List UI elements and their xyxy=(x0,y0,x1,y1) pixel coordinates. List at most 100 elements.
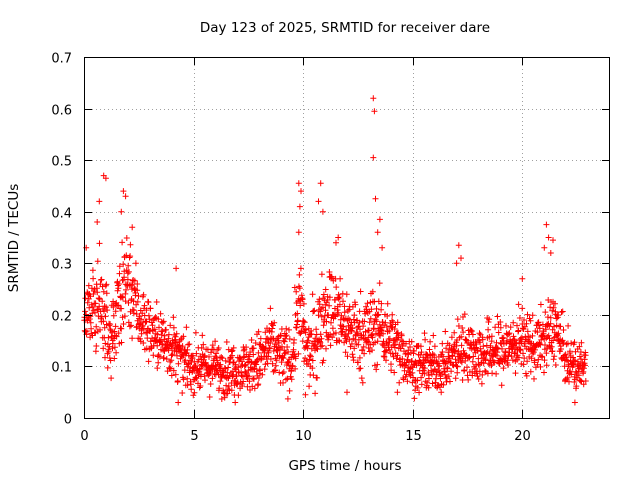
data-point xyxy=(295,350,302,357)
y-tick-label: 0.3 xyxy=(51,258,72,273)
data-point xyxy=(168,352,175,359)
data-point xyxy=(409,358,415,364)
data-point xyxy=(281,350,288,357)
data-point xyxy=(116,263,123,270)
data-point xyxy=(101,308,107,315)
data-point xyxy=(389,350,396,357)
data-point xyxy=(366,327,372,334)
data-point xyxy=(215,345,222,351)
data-point xyxy=(396,341,403,348)
data-point xyxy=(198,371,204,378)
data-point xyxy=(416,389,423,396)
data-point xyxy=(104,307,111,314)
data-point xyxy=(439,349,446,355)
data-point xyxy=(439,340,446,347)
data-point xyxy=(459,325,466,331)
data-point xyxy=(380,330,387,337)
data-point xyxy=(175,360,182,367)
data-point xyxy=(405,368,412,375)
data-point xyxy=(442,371,449,378)
data-point xyxy=(319,342,326,349)
data-point xyxy=(577,377,584,384)
data-point xyxy=(464,364,470,371)
data-point xyxy=(110,312,117,319)
data-point xyxy=(286,326,292,333)
data-point xyxy=(565,322,572,329)
data-point xyxy=(461,367,468,374)
data-point xyxy=(116,270,123,277)
data-point xyxy=(97,326,103,333)
data-point xyxy=(466,354,473,361)
y-tick-label: 0.6 xyxy=(51,104,72,119)
data-point xyxy=(301,319,308,326)
data-point xyxy=(341,309,348,316)
data-point xyxy=(92,309,98,316)
data-point xyxy=(255,381,262,388)
data-point xyxy=(250,351,257,358)
data-point xyxy=(343,291,350,298)
data-point xyxy=(571,379,578,385)
data-point xyxy=(170,314,177,321)
data-point xyxy=(323,318,330,325)
data-point xyxy=(179,343,186,350)
data-point xyxy=(217,378,224,385)
data-point xyxy=(208,349,214,356)
data-point xyxy=(440,353,447,360)
data-point xyxy=(291,284,298,291)
data-point xyxy=(228,387,235,394)
data-point xyxy=(488,333,495,340)
data-point xyxy=(177,355,184,362)
plot-frame xyxy=(84,57,610,419)
data-point xyxy=(358,375,365,382)
data-point xyxy=(422,378,429,385)
data-point xyxy=(111,328,118,335)
data-point xyxy=(255,328,262,335)
data-point xyxy=(541,369,547,376)
data-point xyxy=(572,368,579,375)
data-point xyxy=(442,328,449,335)
data-point xyxy=(288,376,295,383)
data-point xyxy=(418,381,425,388)
data-point xyxy=(115,302,122,309)
data-point xyxy=(404,350,410,357)
data-point xyxy=(102,313,109,320)
data-point xyxy=(309,291,316,298)
data-point xyxy=(251,365,258,372)
data-point xyxy=(359,347,366,353)
data-point xyxy=(559,308,566,315)
data-point xyxy=(365,345,372,351)
data-point xyxy=(193,350,200,357)
data-point xyxy=(380,353,387,360)
data-point xyxy=(111,344,118,351)
data-point xyxy=(546,335,553,342)
data-point xyxy=(347,322,354,329)
data-point xyxy=(506,330,513,337)
data-point xyxy=(309,357,316,364)
data-point xyxy=(157,337,164,344)
data-point xyxy=(580,365,587,372)
data-point xyxy=(108,375,115,382)
data-point xyxy=(537,363,544,370)
data-point xyxy=(222,365,229,372)
data-point xyxy=(349,325,356,332)
data-point xyxy=(421,365,428,372)
data-point xyxy=(534,319,541,326)
data-point xyxy=(283,325,290,332)
data-point xyxy=(315,198,322,205)
data-point xyxy=(160,318,167,325)
data-point xyxy=(322,307,329,314)
data-point xyxy=(394,352,401,359)
y-tick-label: 0.1 xyxy=(51,361,72,376)
data-point xyxy=(272,362,279,369)
data-point xyxy=(344,308,351,314)
data-point xyxy=(320,357,327,364)
data-point xyxy=(531,375,537,382)
data-point xyxy=(104,364,111,371)
data-point xyxy=(409,369,416,376)
data-point xyxy=(394,319,401,326)
data-point xyxy=(458,359,465,366)
data-point xyxy=(549,326,556,333)
data-point xyxy=(580,368,587,375)
data-point xyxy=(394,389,401,396)
data-point xyxy=(563,341,570,348)
